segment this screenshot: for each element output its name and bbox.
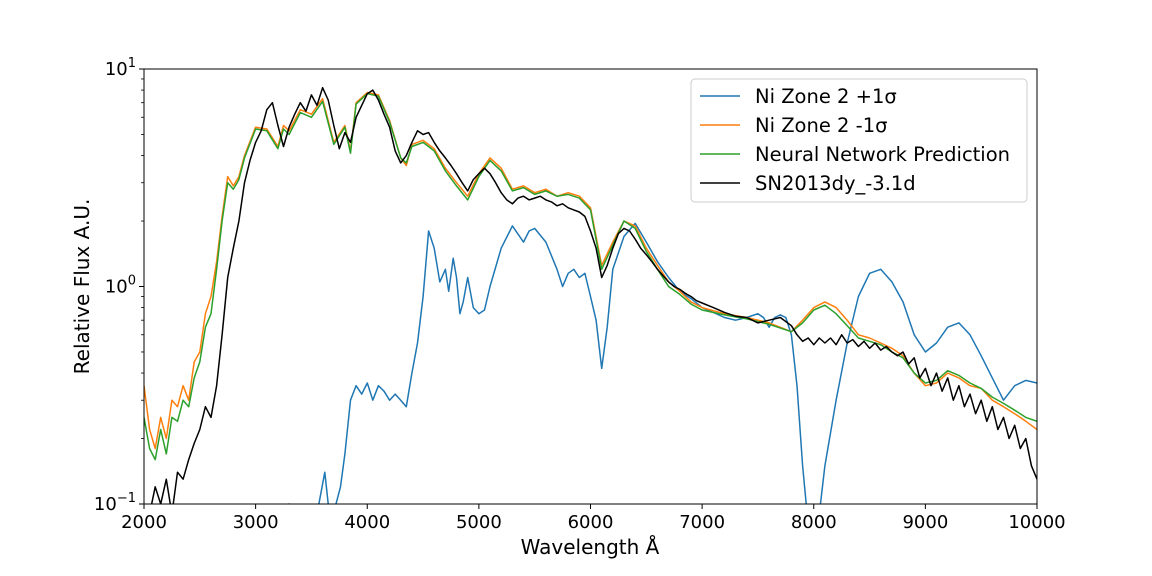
series-line-1	[285, 222, 1037, 504]
y-tick-label: 100	[105, 274, 136, 298]
legend-label: Ni Zone 2 +1σ	[755, 85, 897, 108]
y-tick-label: 101	[105, 56, 136, 80]
legend-box	[690, 78, 1028, 203]
series-line-4	[144, 86, 1037, 504]
x-tick-label: 3000	[233, 512, 279, 533]
x-tick-label: 8000	[791, 512, 837, 533]
x-tick-label: 2000	[121, 512, 167, 533]
x-tick-label: 5000	[456, 512, 502, 533]
y-axis-label: Relative Flux A.U.	[70, 199, 94, 375]
y-tick-label: 10−1	[94, 491, 136, 515]
legend-label: Ni Zone 2 -1σ	[755, 114, 887, 137]
legend-label: Neural Network Prediction	[755, 143, 1010, 166]
series-line-3	[144, 92, 1037, 461]
x-tick-label: 6000	[568, 512, 614, 533]
series-line-2	[144, 91, 1037, 450]
y-axis: 10−1 100 101	[94, 56, 144, 515]
series-group	[144, 86, 1037, 504]
legend: Ni Zone 2 +1σ Ni Zone 2 -1σ Neural Network…	[690, 78, 1028, 203]
x-tick-label: 10000	[1008, 512, 1065, 533]
x-tick-label: 9000	[902, 512, 948, 533]
x-axis: 2000 3000 4000 5000 6000 7000 8000 9000 10000	[121, 504, 1066, 533]
legend-label: SN2013dy_-3.1d	[755, 172, 916, 195]
x-axis-label: Wavelength Å	[521, 535, 660, 559]
x-tick-label: 4000	[344, 512, 390, 533]
x-tick-label: 7000	[679, 512, 725, 533]
